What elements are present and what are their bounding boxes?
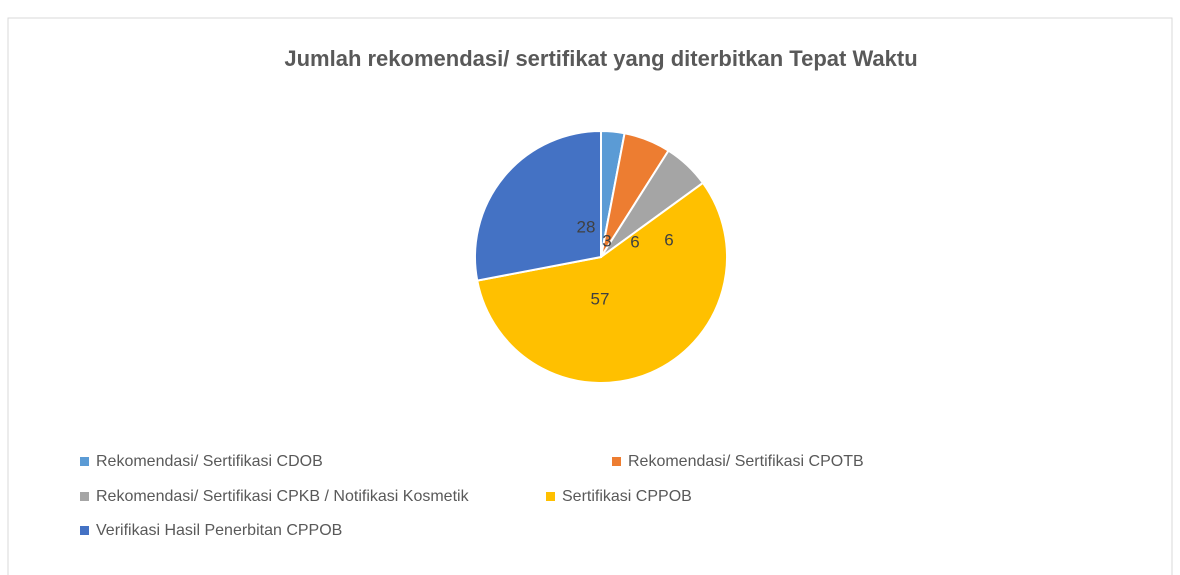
legend-swatch [80,492,89,501]
legend-swatch [80,457,89,466]
pie-slice [476,181,728,384]
data-label: 3 [602,231,611,250]
legend-swatch [80,526,89,535]
legend-label: Sertifikasi CPPOB [562,488,692,505]
data-label: 28 [577,217,596,236]
data-label: 6 [664,230,673,249]
chart-title: Jumlah rekomendasi/ sertifikat yang dite… [284,46,917,71]
legend-label: Rekomendasi/ Sertifikasi CPOTB [628,453,864,470]
legend-label: Rekomendasi/ Sertifikasi CDOB [96,453,323,470]
legend-swatch [546,492,555,501]
pie-slice [474,129,602,282]
legend-swatch [612,457,621,466]
legend-label: Verifikasi Hasil Penerbitan CPPOB [96,522,342,539]
chart-frame [7,17,1173,575]
legend-label: Rekomendasi/ Sertifikasi CPKB / Notifika… [96,488,470,505]
data-label: 57 [591,289,610,308]
data-label: 6 [630,232,639,251]
